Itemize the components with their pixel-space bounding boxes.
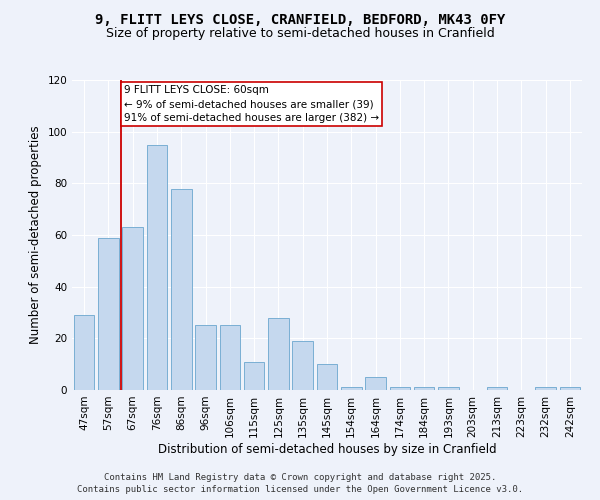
Text: 9, FLITT LEYS CLOSE, CRANFIELD, BEDFORD, MK43 0FY: 9, FLITT LEYS CLOSE, CRANFIELD, BEDFORD,…	[95, 12, 505, 26]
X-axis label: Distribution of semi-detached houses by size in Cranfield: Distribution of semi-detached houses by …	[158, 442, 496, 456]
Text: Contains public sector information licensed under the Open Government Licence v3: Contains public sector information licen…	[77, 485, 523, 494]
Bar	[195, 326, 216, 390]
Bar	[487, 388, 508, 390]
Bar	[292, 341, 313, 390]
Bar	[414, 388, 434, 390]
Bar	[220, 326, 240, 390]
Bar	[171, 188, 191, 390]
Bar	[268, 318, 289, 390]
Text: Size of property relative to semi-detached houses in Cranfield: Size of property relative to semi-detach…	[106, 28, 494, 40]
Text: 9 FLITT LEYS CLOSE: 60sqm
← 9% of semi-detached houses are smaller (39)
91% of s: 9 FLITT LEYS CLOSE: 60sqm ← 9% of semi-d…	[124, 85, 379, 123]
Y-axis label: Number of semi-detached properties: Number of semi-detached properties	[29, 126, 42, 344]
Text: Contains HM Land Registry data © Crown copyright and database right 2025.: Contains HM Land Registry data © Crown c…	[104, 472, 496, 482]
Bar	[560, 388, 580, 390]
Bar	[389, 388, 410, 390]
Bar	[341, 388, 362, 390]
Bar	[317, 364, 337, 390]
Bar	[146, 144, 167, 390]
Bar	[244, 362, 265, 390]
Bar	[535, 388, 556, 390]
Bar	[438, 388, 459, 390]
Bar	[74, 315, 94, 390]
Bar	[365, 377, 386, 390]
Bar	[122, 227, 143, 390]
Bar	[98, 238, 119, 390]
